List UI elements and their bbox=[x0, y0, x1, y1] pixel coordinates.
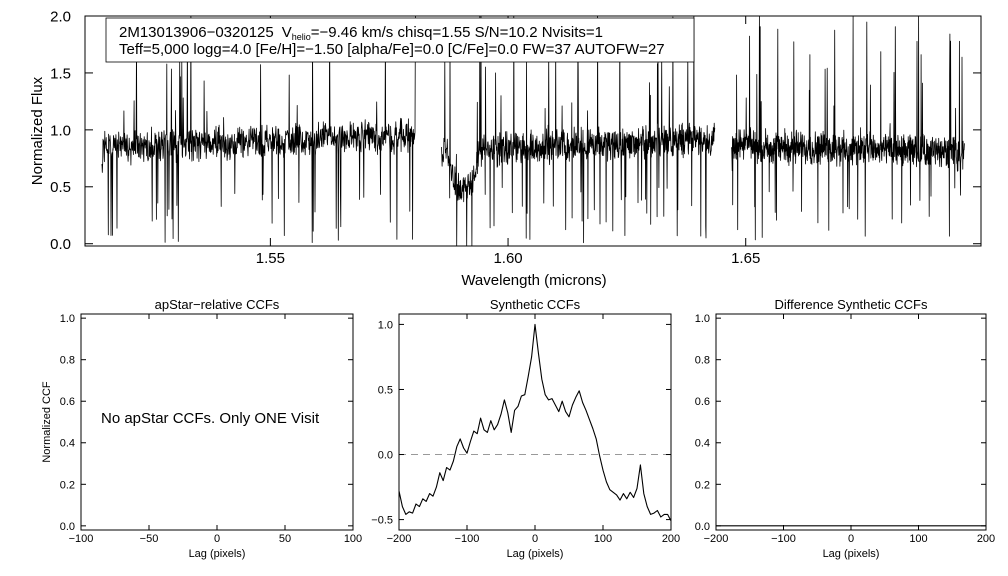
y-tick-label: 2.0 bbox=[50, 8, 71, 25]
y-tick-label: 1.5 bbox=[50, 65, 71, 82]
observed-spectrum-chip-1 bbox=[101, 15, 416, 243]
annotation-line2: Teff=5,000 logg=4.0 [Fe/H]=−1.50 [alpha/… bbox=[119, 41, 665, 58]
x-tick-label: −100 bbox=[771, 533, 796, 545]
synthetic-ccf-title: Synthetic CCFs bbox=[490, 297, 581, 312]
y-tick-label: 0.8 bbox=[60, 355, 75, 367]
y-tick-label: 0.6 bbox=[60, 396, 75, 408]
y-tick-label: 1.0 bbox=[60, 313, 75, 325]
y-tick-label: 0.0 bbox=[378, 449, 393, 461]
x-tick-label: 0 bbox=[532, 533, 538, 545]
x-tick-label: 1.60 bbox=[493, 250, 522, 267]
annotation-vhelio-label: V bbox=[282, 24, 292, 41]
x-tick-label: −200 bbox=[387, 533, 412, 545]
y-tick-label: 0.8 bbox=[695, 355, 710, 367]
x-tick-label: −100 bbox=[69, 533, 94, 545]
difference-ccf-title: Difference Synthetic CCFs bbox=[775, 297, 928, 312]
annotation-star-id: 2M13013906−0320125 bbox=[119, 24, 274, 41]
apstar-ccf-title: apStar−relative CCFs bbox=[155, 297, 280, 312]
difference-ccf-panel: −200 −100 0 100 200 0.0 0.2 0.4 0.6 0.8 1.0 Differ… bbox=[695, 297, 995, 560]
y-tick-label: 0.0 bbox=[50, 236, 71, 253]
synthetic-ccf-line bbox=[398, 323, 672, 522]
y-tick-label: 0.5 bbox=[378, 384, 393, 396]
apstar-ccf-x-axis-label: Lag (pixels) bbox=[189, 548, 246, 560]
x-tick-label: −50 bbox=[140, 533, 159, 545]
annotation-box: 2M13013906−0320125 Vhelio=−9.46 km/s chis… bbox=[105, 17, 695, 63]
x-tick-label: −200 bbox=[704, 533, 729, 545]
y-tick-label: 0.5 bbox=[50, 179, 71, 196]
apstar-ccf-y-axis-label: Normalized CCF bbox=[41, 381, 53, 463]
difference-ccf-x-axis-label: Lag (pixels) bbox=[823, 548, 880, 560]
x-tick-label: −100 bbox=[455, 533, 480, 545]
synthetic-ccf-panel: −200 −100 0 100 200 −0.5 0.0 0.5 1.0 Synthetic C… bbox=[371, 297, 680, 560]
x-tick-label: 100 bbox=[344, 533, 362, 545]
y-tick-label: 1.0 bbox=[695, 313, 710, 325]
x-tick-label: 100 bbox=[909, 533, 927, 545]
spectrum-y-axis-label: Normalized Flux bbox=[29, 76, 46, 185]
spectrum-panel: 1.55 1.60 1.65 0.0 0.5 1.0 1.5 2.0 2M13013906−0… bbox=[29, 8, 982, 289]
annotation-vhelio-sub: helio bbox=[292, 32, 311, 42]
no-ccf-message: No apStar CCFs. Only ONE Visit bbox=[101, 410, 320, 427]
annotation-line1-values: =−9.46 km/s chisq=1.55 S/N=10.2 Nvisits=… bbox=[311, 24, 603, 41]
observed-spectrum-chip-3 bbox=[731, 15, 965, 241]
x-tick-label: 1.55 bbox=[256, 250, 285, 267]
y-tick-label: 1.0 bbox=[378, 319, 393, 331]
y-tick-label: 0.6 bbox=[695, 396, 710, 408]
y-tick-label: 0.0 bbox=[695, 521, 710, 533]
x-tick-label: 0 bbox=[848, 533, 854, 545]
apstar-ccf-panel: −100 −50 0 50 100 0.0 0.2 0.4 0.6 0.8 1.0 apStar−r… bbox=[41, 297, 362, 560]
x-tick-label: 0 bbox=[214, 533, 220, 545]
y-tick-label: 0.0 bbox=[60, 521, 75, 533]
x-tick-label: 1.65 bbox=[731, 250, 760, 267]
y-tick-label: 0.2 bbox=[60, 479, 75, 491]
x-tick-label: 200 bbox=[977, 533, 995, 545]
x-tick-label: 200 bbox=[662, 533, 680, 545]
observed-spectrum-chip-2 bbox=[441, 15, 716, 247]
y-tick-label: 0.2 bbox=[695, 479, 710, 491]
x-tick-label: 50 bbox=[279, 533, 291, 545]
y-tick-label: 0.4 bbox=[695, 438, 710, 450]
y-tick-label: 0.4 bbox=[60, 438, 75, 450]
y-tick-label: 1.0 bbox=[50, 122, 71, 139]
spectrum-x-axis-label: Wavelength (microns) bbox=[461, 272, 606, 289]
x-tick-label: 100 bbox=[594, 533, 612, 545]
y-tick-label: −0.5 bbox=[371, 515, 393, 527]
synthetic-ccf-x-axis-label: Lag (pixels) bbox=[507, 548, 564, 560]
